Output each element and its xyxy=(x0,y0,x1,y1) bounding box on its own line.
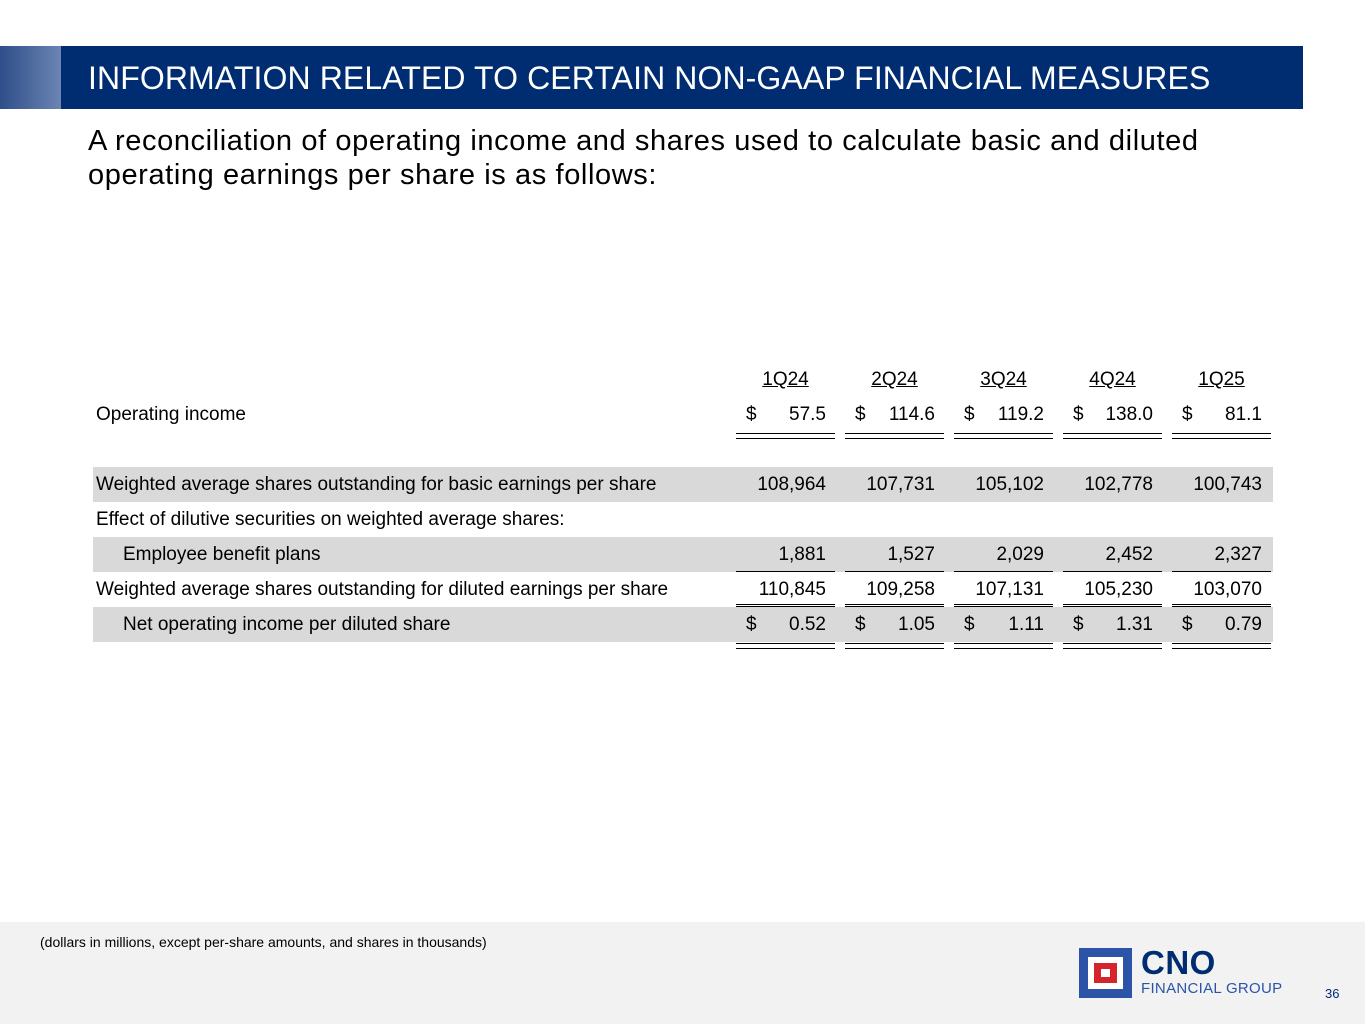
cell-value: 109,258 xyxy=(866,579,935,600)
cno-logo: CNO FINANCIAL GROUP xyxy=(1079,944,1294,1000)
value-cell: $0.79 xyxy=(1172,607,1271,649)
value-cell: 102,778 xyxy=(1063,467,1162,502)
cell-value: 114.6 xyxy=(888,404,935,425)
currency-symbol: $ xyxy=(855,614,866,635)
page-number: 36 xyxy=(1325,986,1340,1001)
cell-value: 107,131 xyxy=(975,579,1044,600)
currency-symbol: $ xyxy=(964,614,975,635)
table-row-diluted-shares: Weighted average shares outstanding for … xyxy=(93,572,1273,607)
cell-value: 81.1 xyxy=(1225,404,1262,425)
page-title: INFORMATION RELATED TO CERTAIN NON-GAAP … xyxy=(88,60,1211,96)
cell-value: 0.52 xyxy=(789,614,826,635)
value-cell: 2,327 xyxy=(1172,537,1271,572)
slide-subtitle: A reconciliation of operating income and… xyxy=(88,125,1199,191)
value-cell: $0.52 xyxy=(736,607,835,649)
table-row-employee-benefit-plans: Employee benefit plans 1,881 1,527 2,029… xyxy=(93,537,1273,572)
cell-value: 0.79 xyxy=(1225,614,1262,635)
table-row-operating-income: Operating income $57.5 $114.6 $119.2 $13… xyxy=(93,397,1273,439)
title-accent-block xyxy=(0,46,61,109)
logo-wordmark: CNO xyxy=(1141,944,1216,981)
currency-symbol: $ xyxy=(746,404,757,425)
row-label: Net operating income per diluted share xyxy=(123,614,451,635)
value-cell: 109,258 xyxy=(845,572,944,607)
cell-value: 108,964 xyxy=(757,474,826,495)
currency-symbol: $ xyxy=(1182,404,1193,425)
table-header-row: 1Q24 2Q24 3Q24 4Q24 1Q25 xyxy=(93,362,1273,397)
table-row-basic-shares: Weighted average shares outstanding for … xyxy=(93,467,1273,502)
title-bar: INFORMATION RELATED TO CERTAIN NON-GAAP … xyxy=(61,46,1303,109)
value-cell: 100,743 xyxy=(1172,467,1271,502)
cell-value: 2,029 xyxy=(996,544,1044,565)
footnote: (dollars in millions, except per-share a… xyxy=(40,934,487,950)
value-cell: 2,029 xyxy=(954,537,1053,572)
row-label: Effect of dilutive securities on weighte… xyxy=(96,509,565,530)
cell-value: 1.11 xyxy=(1008,614,1044,635)
cell-value: 102,778 xyxy=(1084,474,1153,495)
cell-value: 105,230 xyxy=(1084,579,1153,600)
row-label: Operating income xyxy=(96,404,246,425)
column-header-1q25: 1Q25 xyxy=(1198,369,1245,390)
cell-value: 103,070 xyxy=(1193,579,1262,600)
value-cell: 1,527 xyxy=(845,537,944,572)
row-label: Weighted average shares outstanding for … xyxy=(96,474,657,495)
value-cell: $114.6 xyxy=(845,397,944,439)
value-cell: $1.05 xyxy=(845,607,944,649)
cell-value: 57.5 xyxy=(789,404,826,425)
value-cell: 108,964 xyxy=(736,467,835,502)
value-cell: $1.31 xyxy=(1063,607,1162,649)
currency-symbol: $ xyxy=(746,614,757,635)
value-cell: $1.11 xyxy=(954,607,1053,649)
currency-symbol: $ xyxy=(1073,404,1084,425)
row-label: Weighted average shares outstanding for … xyxy=(96,579,669,600)
column-header-2q24: 2Q24 xyxy=(871,369,918,390)
cell-value: 1.05 xyxy=(898,614,935,635)
value-cell: $57.5 xyxy=(736,397,835,439)
value-cell: 105,230 xyxy=(1063,572,1162,607)
cell-value: 100,743 xyxy=(1193,474,1262,495)
cell-value: 2,452 xyxy=(1105,544,1153,565)
value-cell: 110,845 xyxy=(736,572,835,607)
value-cell: 1,881 xyxy=(736,537,835,572)
row-label: Employee benefit plans xyxy=(123,544,321,565)
table-spacer-row xyxy=(93,432,1273,467)
value-cell: 103,070 xyxy=(1172,572,1271,607)
value-cell: 107,131 xyxy=(954,572,1053,607)
cell-value: 1,881 xyxy=(778,544,826,565)
value-cell: $81.1 xyxy=(1172,397,1271,439)
cell-value: 119.2 xyxy=(997,404,1044,425)
reconciliation-table: 1Q24 2Q24 3Q24 4Q24 1Q25 Operating incom… xyxy=(93,362,1273,649)
table-row-net-per-diluted-share: Net operating income per diluted share $… xyxy=(93,607,1273,649)
cell-value: 110,845 xyxy=(758,579,826,600)
currency-symbol: $ xyxy=(1073,614,1084,635)
column-header-3q24: 3Q24 xyxy=(980,369,1027,390)
slide-footer: (dollars in millions, except per-share a… xyxy=(0,922,1365,1024)
cell-value: 107,731 xyxy=(866,474,935,495)
value-cell: 107,731 xyxy=(845,467,944,502)
value-cell: 105,102 xyxy=(954,467,1053,502)
column-header-4q24: 4Q24 xyxy=(1089,369,1136,390)
cell-value: 2,327 xyxy=(1214,544,1262,565)
cell-value: 138.0 xyxy=(1105,404,1153,425)
currency-symbol: $ xyxy=(855,404,866,425)
table-row-dilutive-heading: Effect of dilutive securities on weighte… xyxy=(93,502,1273,537)
value-cell: 2,452 xyxy=(1063,537,1162,572)
currency-symbol: $ xyxy=(964,404,975,425)
cell-value: 105,102 xyxy=(975,474,1044,495)
cell-value: 1,527 xyxy=(887,544,935,565)
cell-value: 1.31 xyxy=(1116,614,1153,635)
value-cell: $138.0 xyxy=(1063,397,1162,439)
logo-tagline: FINANCIAL GROUP xyxy=(1141,980,1283,997)
currency-symbol: $ xyxy=(1182,614,1193,635)
column-header-1q24: 1Q24 xyxy=(762,369,809,390)
value-cell: $119.2 xyxy=(954,397,1053,439)
logo-mark-icon xyxy=(1079,948,1132,998)
